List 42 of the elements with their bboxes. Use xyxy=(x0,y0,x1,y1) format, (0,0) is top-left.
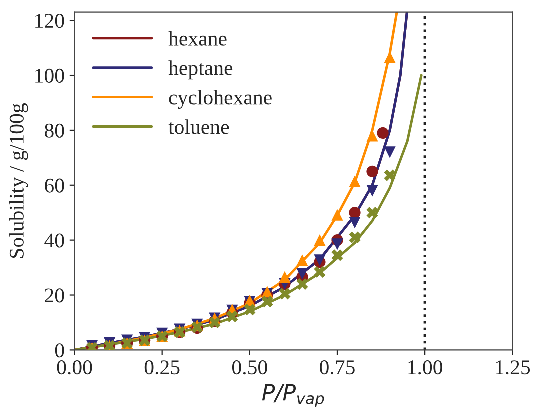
x-tick-label: 0.00 xyxy=(57,360,92,375)
point xyxy=(279,271,291,283)
y-tick-label: 40 xyxy=(44,234,64,248)
point xyxy=(366,166,378,178)
point xyxy=(366,185,378,197)
point xyxy=(279,288,291,300)
point xyxy=(332,238,344,250)
point xyxy=(226,310,238,322)
legend-label: hexane xyxy=(168,31,227,46)
point xyxy=(377,127,389,140)
point xyxy=(332,209,344,221)
point xyxy=(314,234,326,246)
point xyxy=(384,170,396,182)
point xyxy=(296,268,308,280)
y-tick-label: 0 xyxy=(55,344,64,358)
point xyxy=(366,130,378,142)
point xyxy=(262,296,274,308)
point xyxy=(332,250,344,262)
point xyxy=(384,146,396,158)
y-tick-label: 80 xyxy=(45,124,64,138)
point xyxy=(244,304,256,316)
y-tick-label: 60 xyxy=(45,178,64,193)
x-tick-label: 0.75 xyxy=(320,360,355,375)
point xyxy=(349,232,361,244)
legend-label: toluene xyxy=(168,120,230,134)
y-axis-title: Solubility / g/100g xyxy=(9,104,28,258)
x-tick-label: 1.25 xyxy=(496,360,530,375)
legend-label: cyclohexane xyxy=(169,90,272,110)
x-tick-label: 0.50 xyxy=(232,360,268,375)
point xyxy=(296,278,308,290)
point xyxy=(349,176,361,188)
y-tick-label: 120 xyxy=(36,14,64,28)
legend-label: heptane xyxy=(168,60,233,80)
x-axis-title: P/P$_{vap}$ xyxy=(262,384,324,408)
x-tick-label: 0.25 xyxy=(144,360,180,375)
x-tick-label: 1.00 xyxy=(408,360,442,375)
point xyxy=(296,254,308,266)
y-tick-label: 20 xyxy=(45,288,64,303)
y-tick-label: 100 xyxy=(36,68,64,83)
point xyxy=(366,207,378,219)
point xyxy=(314,266,326,278)
point xyxy=(349,216,361,229)
